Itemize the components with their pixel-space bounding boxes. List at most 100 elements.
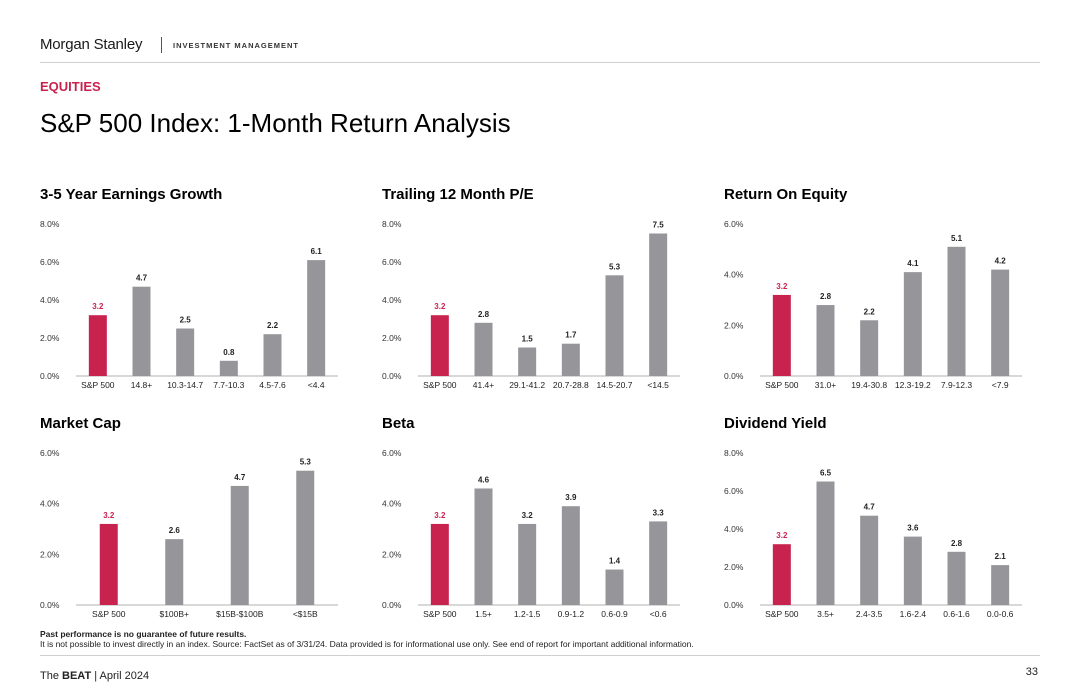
bar [947, 551, 966, 605]
data-label: 2.8 [820, 292, 832, 301]
data-label: 6.1 [311, 247, 323, 256]
bar [649, 233, 668, 376]
y-tick-label: 2.0% [40, 333, 60, 343]
y-tick-label: 2.0% [724, 320, 744, 330]
chart-title: Return On Equity [724, 186, 848, 203]
chart-title: Beta [382, 415, 415, 432]
bar [903, 536, 922, 605]
y-tick-label: 6.0% [382, 448, 402, 458]
x-tick-label: 3.5+ [817, 609, 834, 619]
y-tick-label: 0.0% [382, 371, 402, 381]
bar [772, 294, 791, 376]
division-label: INVESTMENT MANAGEMENT [173, 41, 299, 50]
y-tick-label: 8.0% [40, 219, 60, 229]
bar [991, 565, 1010, 605]
data-label: 3.2 [522, 511, 534, 520]
bar [230, 485, 249, 605]
data-label: 4.7 [234, 473, 246, 482]
data-label: 3.2 [103, 511, 115, 520]
bar-chart: 0.0% 2.0% 4.0% 6.0% 3.2 S&P 500 2.6 $100B+ 4.7 $1… [40, 448, 338, 619]
bar [947, 246, 966, 376]
chart-panel-market-cap: Market Cap 0.0% 2.0% 4.0% 6.0% 3.2 S&P 500 2.6… [40, 415, 370, 645]
x-tick-label: 0.0-0.6 [987, 609, 1014, 619]
x-tick-label: 0.9-1.2 [558, 609, 585, 619]
x-tick-label: 4.5-7.6 [259, 380, 286, 390]
chart-title: 3-5 Year Earnings Growth [40, 186, 223, 203]
y-tick-label: 4.0% [724, 270, 744, 280]
data-label: 1.7 [565, 331, 577, 340]
bar [430, 523, 449, 605]
bar-chart: 0.0% 2.0% 4.0% 6.0% 8.0% 3.2 S&P 500 6.5 3.5+ 4.7… [724, 448, 1022, 619]
y-tick-label: 6.0% [40, 257, 60, 267]
publication-name: BEAT [62, 670, 92, 682]
bar [474, 322, 493, 376]
x-tick-label: 1.6-2.4 [900, 609, 927, 619]
data-label: 4.1 [907, 259, 919, 268]
bar [518, 347, 537, 376]
footer-prefix: The [40, 670, 59, 682]
chart-panel-beta: Beta 0.0% 2.0% 4.0% 6.0% 3.2 S&P 500 4.6 1.5+ 3.… [382, 415, 712, 645]
x-tick-label: S&P 500 [92, 609, 126, 619]
data-label: 3.6 [907, 524, 919, 533]
data-label: 2.8 [951, 539, 963, 548]
x-tick-label: S&P 500 [765, 609, 799, 619]
data-label: 4.7 [136, 274, 148, 283]
bar [88, 315, 107, 376]
footnote: Past performance is no guarantee of futu… [40, 629, 1040, 649]
y-tick-label: 8.0% [382, 219, 402, 229]
x-tick-label: 41.4+ [473, 380, 495, 390]
y-tick-label: 2.0% [724, 562, 744, 572]
x-tick-label: 29.1-41.2 [509, 380, 545, 390]
bar [165, 539, 184, 605]
data-label: 4.7 [864, 503, 876, 512]
bar [263, 334, 282, 376]
chart-panel-return-on-equity: Return On Equity 0.0% 2.0% 4.0% 6.0% 3.2 S&P … [724, 186, 1054, 416]
bar [860, 515, 879, 605]
data-label: 5.3 [300, 458, 312, 467]
bar [296, 470, 315, 605]
x-tick-label: 7.9-12.3 [941, 380, 972, 390]
bar [649, 521, 668, 605]
data-label: 3.3 [653, 508, 665, 517]
bar [219, 360, 238, 376]
y-tick-label: 4.0% [724, 524, 744, 534]
y-tick-label: 0.0% [382, 600, 402, 610]
x-tick-label: 2.4-3.5 [856, 609, 883, 619]
bar [132, 286, 151, 376]
y-tick-label: 0.0% [40, 371, 60, 381]
data-label: 4.6 [478, 475, 490, 484]
section-label: EQUITIES [40, 79, 101, 94]
data-label: 5.3 [609, 262, 621, 271]
y-tick-label: 8.0% [724, 448, 744, 458]
x-tick-label: <4.4 [308, 380, 325, 390]
chart-title: Trailing 12 Month P/E [382, 186, 534, 203]
bar [561, 506, 580, 605]
bar [430, 315, 449, 376]
x-tick-label: 14.8+ [131, 380, 153, 390]
data-label: 2.6 [169, 526, 181, 535]
x-tick-label: <14.5 [647, 380, 669, 390]
bar-chart: 0.0% 2.0% 4.0% 6.0% 8.0% 3.2 S&P 500 4.7 14.8+ 2.… [40, 219, 338, 390]
bar [518, 523, 537, 605]
x-tick-label: <7.9 [992, 380, 1009, 390]
data-label: 3.2 [92, 302, 104, 311]
x-tick-label: 31.0+ [815, 380, 837, 390]
x-tick-label: S&P 500 [423, 609, 457, 619]
y-tick-label: 6.0% [724, 219, 744, 229]
x-tick-label: $15B-$100B [216, 609, 264, 619]
chart-panel-trailing-pe: Trailing 12 Month P/E 0.0% 2.0% 4.0% 6.0% 8.… [382, 186, 712, 416]
data-label: 3.2 [434, 511, 446, 520]
data-label: 7.5 [653, 221, 665, 230]
page-title: S&P 500 Index: 1-Month Return Analysis [40, 108, 511, 138]
bar-chart: 0.0% 2.0% 4.0% 6.0% 3.2 S&P 500 2.8 31.0+ 2.2 19.… [724, 219, 1022, 390]
x-tick-label: 14.5-20.7 [597, 380, 633, 390]
page-number: 33 [1025, 666, 1038, 678]
bar [605, 275, 624, 376]
x-tick-label: S&P 500 [81, 380, 115, 390]
bar [474, 488, 493, 605]
y-tick-label: 0.0% [724, 371, 744, 381]
x-tick-label: <0.6 [650, 609, 667, 619]
data-label: 0.8 [223, 348, 235, 357]
bar [816, 481, 835, 605]
bar [561, 343, 580, 376]
